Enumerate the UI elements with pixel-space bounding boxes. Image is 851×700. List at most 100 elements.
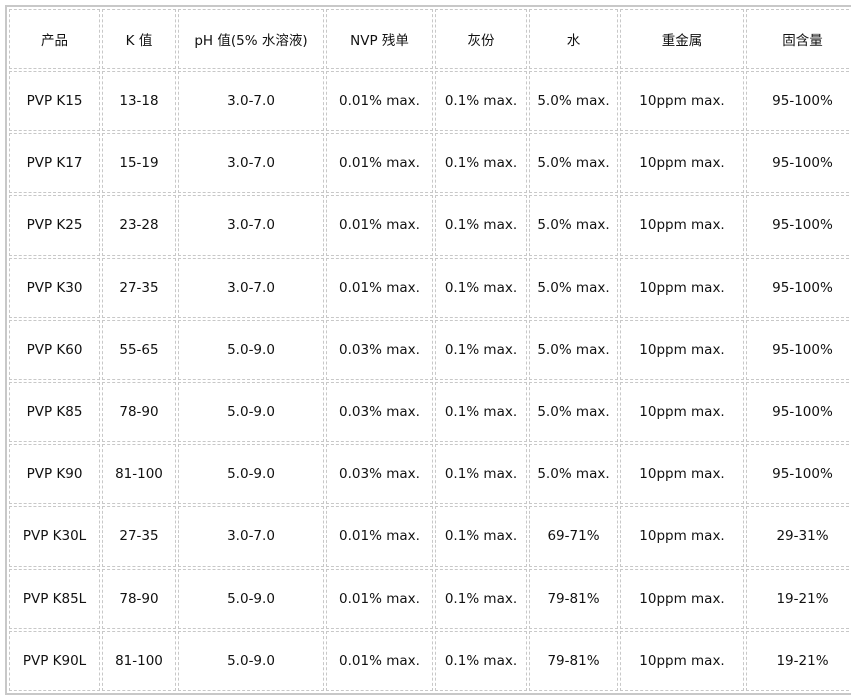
table-cell: 0.01% max. [326, 257, 433, 318]
table-cell: 0.01% max. [326, 71, 433, 132]
table-cell: 27-35 [102, 506, 176, 567]
column-header: NVP 残单 [326, 9, 433, 69]
table-cell: PVP K30 [9, 257, 100, 318]
table-cell: 23-28 [102, 195, 176, 256]
table-cell: 81-100 [102, 444, 176, 505]
table-cell: 3.0-7.0 [178, 133, 324, 194]
table-cell: 0.1% max. [435, 71, 527, 132]
table-cell: 5.0% max. [529, 195, 618, 256]
table-cell: 5.0% max. [529, 257, 618, 318]
table-cell: 0.1% max. [435, 257, 527, 318]
table-cell: PVP K90L [9, 630, 100, 691]
table-cell: 3.0-7.0 [178, 71, 324, 132]
table-cell: 95-100% [746, 319, 851, 380]
table-cell: 10ppm max. [620, 257, 744, 318]
table-cell: 0.01% max. [326, 506, 433, 567]
table-cell: PVP K15 [9, 71, 100, 132]
table-cell: 10ppm max. [620, 133, 744, 194]
table-cell: 5.0-9.0 [178, 630, 324, 691]
table-cell: PVP K90 [9, 444, 100, 505]
table-cell: 95-100% [746, 381, 851, 443]
table-cell: PVP K60 [9, 319, 100, 380]
table-cell: 5.0% max. [529, 444, 618, 505]
table-cell: 10ppm max. [620, 444, 744, 505]
table-cell: 0.1% max. [435, 506, 527, 567]
table-cell: 15-19 [102, 133, 176, 194]
pvp-spec-table: 产品 K 值 pH 值(5% 水溶液) NVP 残单 灰份水重金属 固含量 PVP K15… [5, 5, 851, 695]
table-row: PVP K17 15-19 3.0-7.0 0.01% max. 0.1% max. 5.… [9, 133, 851, 194]
table-cell: 5.0-9.0 [178, 568, 324, 629]
table-cell: 10ppm max. [620, 506, 744, 567]
table-cell: 95-100% [746, 257, 851, 318]
table-cell: 78-90 [102, 381, 176, 443]
table-row: PVP K25 23-28 3.0-7.0 0.01% max. 0.1% max. 5.… [9, 195, 851, 256]
table-cell: PVP K85L [9, 568, 100, 629]
table-cell: 69-71% [529, 506, 618, 567]
table-cell: 95-100% [746, 71, 851, 132]
table-cell: PVP K30L [9, 506, 100, 567]
table-cell: 95-100% [746, 195, 851, 256]
column-header: K 值 [102, 9, 176, 69]
table-cell: 10ppm max. [620, 71, 744, 132]
table-cell: 95-100% [746, 133, 851, 194]
column-header: pH 值(5% 水溶液) [178, 9, 324, 69]
table-cell: 95-100% [746, 444, 851, 505]
table-cell: 0.1% max. [435, 568, 527, 629]
table-cell: 0.1% max. [435, 195, 527, 256]
table-cell: 0.01% max. [326, 195, 433, 256]
table-cell: 10ppm max. [620, 195, 744, 256]
table-cell: 78-90 [102, 568, 176, 629]
column-header: 重金属 [620, 9, 744, 69]
table-cell: 3.0-7.0 [178, 506, 324, 567]
table-row: PVP K30 27-35 3.0-7.0 0.01% max. 0.1% max. 5.… [9, 257, 851, 318]
table-cell: 0.1% max. [435, 133, 527, 194]
table-row: PVP K85L 78-90 5.0-9.0 0.01% max. 0.1% max. 7… [9, 568, 851, 629]
table-cell: 55-65 [102, 319, 176, 380]
table-cell: 0.01% max. [326, 133, 433, 194]
table-row: PVP K85 78-90 5.0-9.0 0.03% max. 0.1% max. 5.… [9, 381, 851, 443]
table-cell: 27-35 [102, 257, 176, 318]
table-cell: 10ppm max. [620, 381, 744, 443]
table-cell: 0.01% max. [326, 630, 433, 691]
table-cell: PVP K17 [9, 133, 100, 194]
table-cell: 13-18 [102, 71, 176, 132]
table-cell: 3.0-7.0 [178, 195, 324, 256]
table-cell: 0.03% max. [326, 319, 433, 380]
table-cell: 5.0-9.0 [178, 381, 324, 443]
table-cell: 79-81% [529, 630, 618, 691]
table-cell: 10ppm max. [620, 319, 744, 380]
table-cell: 5.0-9.0 [178, 444, 324, 505]
table-cell: 0.1% max. [435, 381, 527, 443]
header-row: 产品 K 值 pH 值(5% 水溶液) NVP 残单 灰份水重金属 固含量 [9, 9, 851, 69]
table-cell: 3.0-7.0 [178, 257, 324, 318]
column-header: 产品 [9, 9, 100, 69]
table-cell: 5.0% max. [529, 71, 618, 132]
table-cell: 0.1% max. [435, 319, 527, 380]
table-cell: 0.1% max. [435, 444, 527, 505]
column-header: 灰份 [435, 9, 527, 69]
table-row: PVP K15 13-18 3.0-7.0 0.01% max. 0.1% max. 5.… [9, 71, 851, 132]
table-cell: 19-21% [746, 568, 851, 629]
table-cell: 5.0% max. [529, 319, 618, 380]
table-row: PVP K60 55-65 5.0-9.0 0.03% max. 0.1% max. 5.… [9, 319, 851, 380]
table-cell: 0.03% max. [326, 381, 433, 443]
table-cell: 0.1% max. [435, 630, 527, 691]
table-cell: 29-31% [746, 506, 851, 567]
table-row: PVP K90L 81-100 5.0-9.0 0.01% max. 0.1% max.… [9, 630, 851, 691]
table-row: PVP K30L 27-35 3.0-7.0 0.01% max. 0.1% max. 6… [9, 506, 851, 567]
column-header: 水 [529, 9, 618, 69]
table-cell: PVP K85 [9, 381, 100, 443]
table-cell: 10ppm max. [620, 568, 744, 629]
table-cell: 5.0% max. [529, 133, 618, 194]
table-cell: PVP K25 [9, 195, 100, 256]
table-cell: 0.03% max. [326, 444, 433, 505]
column-header: 固含量 [746, 9, 851, 69]
table-row: PVP K90 81-100 5.0-9.0 0.03% max. 0.1% max. 5… [9, 444, 851, 505]
table-cell: 81-100 [102, 630, 176, 691]
table-cell: 19-21% [746, 630, 851, 691]
table-cell: 10ppm max. [620, 630, 744, 691]
table-cell: 5.0-9.0 [178, 319, 324, 380]
table-cell: 5.0% max. [529, 381, 618, 443]
table-cell: 0.01% max. [326, 568, 433, 629]
table-cell: 79-81% [529, 568, 618, 629]
